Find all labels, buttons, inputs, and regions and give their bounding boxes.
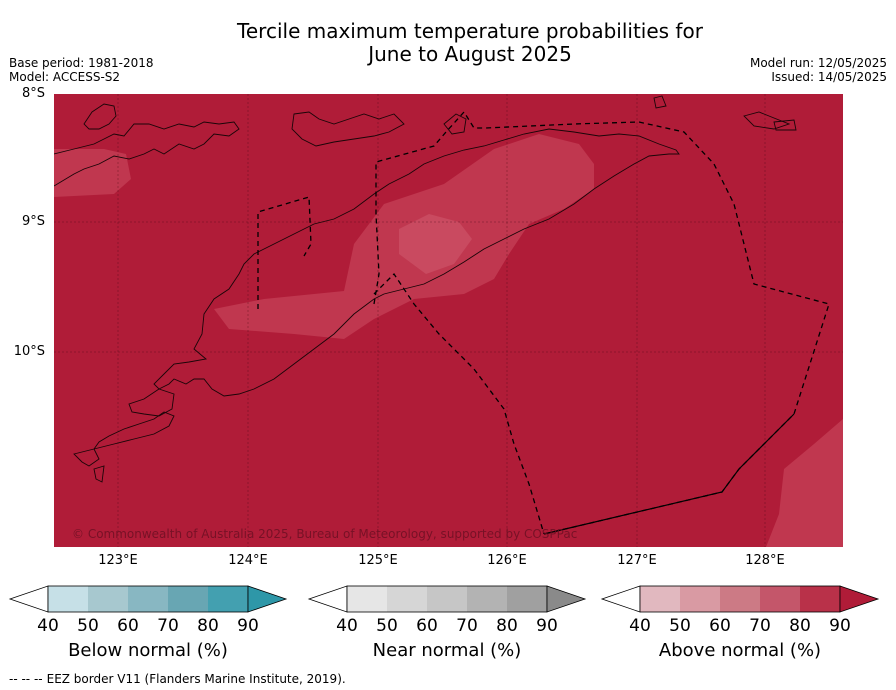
- colorbar-below-tick-label: 80: [197, 616, 219, 636]
- lon-label-123e: 123°E: [98, 553, 138, 568]
- colorbar-near-tick-label: 80: [496, 616, 518, 636]
- colorbar-near-segment: [507, 586, 547, 612]
- lon-label-128e: 128°E: [745, 553, 785, 568]
- colorbar-near-segment: [427, 586, 467, 612]
- colorbar-below-tick-label: 90: [237, 616, 259, 636]
- copyright-text: © Commonwealth of Australia 2025, Bureau…: [72, 527, 577, 541]
- colorbar-above-segment: [680, 586, 720, 612]
- colorbar-near-extend-low: [307, 585, 348, 613]
- lighter-zone-southeast: [766, 419, 843, 547]
- coastline-islet-1: [653, 95, 667, 109]
- colorbar-near-tick-label: 70: [456, 616, 478, 636]
- legend-colorbars: 40 50 60 70 80 90 40 50 60 70 80 90 40 50 60 70 80 90: [8, 585, 880, 636]
- colorbar-near-segment: [387, 586, 427, 612]
- graticule: [54, 94, 843, 547]
- colorbar-below-segment: [48, 586, 88, 612]
- colorbar-above-tick-label: 90: [829, 616, 851, 636]
- colorbar-below-segment: [128, 586, 168, 612]
- colorbar-near-segment: [467, 586, 507, 612]
- colorbar-above-tick-label: 70: [749, 616, 771, 636]
- colorbar-near-normal: 40 50 60 70 80 90: [307, 585, 587, 636]
- colorbar-above-segment: [760, 586, 800, 612]
- colorbar-below-segment: [168, 586, 208, 612]
- model-name: Model: ACCESS-S2: [9, 70, 121, 84]
- coastline-atauro: [443, 113, 467, 135]
- coastline-semau: [128, 388, 175, 417]
- meta-right: Model run: 12/05/2025 Issued: 14/05/2025: [750, 56, 887, 84]
- colorbar-near-tick-label: 60: [416, 616, 438, 636]
- coastline-north-islands: [54, 121, 240, 187]
- chart-title: Tercile maximum temperature probabilitie…: [0, 20, 896, 66]
- colorbar-above-tick-label: 40: [629, 616, 651, 636]
- coastline-islet-2: [773, 119, 797, 131]
- footer: -- -- -- EEZ border V11 (Flanders Marine …: [9, 672, 346, 686]
- coastline-timor: [153, 128, 680, 397]
- colorbar-below-tick-label: 70: [157, 616, 179, 636]
- lighter-zone-west: [54, 149, 131, 197]
- meta-left: Base period: 1981-2018 Model: ACCESS-S2: [9, 56, 154, 84]
- map-background: [54, 94, 843, 547]
- probability-map[interactable]: © Commonwealth of Australia 2025, Bureau…: [54, 94, 843, 547]
- colorbar-below-tick-label: 50: [77, 616, 99, 636]
- coastline-ndana: [93, 465, 105, 483]
- lon-label-127e: 127°E: [617, 553, 657, 568]
- colorbar-above-tick-label: 80: [789, 616, 811, 636]
- colorbar-title-above: Above normal (%): [658, 640, 822, 661]
- eez-legend-symbol: -- -- --: [9, 672, 43, 686]
- title-line-2: June to August 2025: [368, 42, 572, 66]
- colorbar-above-segment: [640, 586, 680, 612]
- lat-label-8s: 8°S: [21, 86, 45, 101]
- colorbar-above-tick-label: 50: [669, 616, 691, 636]
- colorbar-below-tick-label: 60: [117, 616, 139, 636]
- lon-label-124e: 124°E: [228, 553, 268, 568]
- colorbar-above-extend-low: [600, 585, 641, 613]
- colorbar-below-extend-low: [8, 585, 49, 613]
- lon-label-126e: 126°E: [487, 553, 527, 568]
- colorbar-near-extend-high: [546, 585, 587, 613]
- eez-border: [257, 110, 830, 535]
- colorbar-above-extend-high: [839, 585, 880, 613]
- coastline-rote: [73, 411, 175, 467]
- colorbar-near-segment: [347, 586, 387, 612]
- colorbar-title-below: Below normal (%): [68, 640, 228, 661]
- lat-label-10s: 10°S: [13, 344, 45, 359]
- colorbar-below-tick-label: 40: [37, 616, 59, 636]
- coastlines: [54, 95, 797, 483]
- base-period: Base period: 1981-2018: [9, 56, 154, 70]
- lon-label-125e: 125°E: [358, 553, 398, 568]
- colorbar-above-segment: [800, 586, 840, 612]
- colorbar-below-segment: [88, 586, 128, 612]
- colorbar-near-tick-label: 40: [336, 616, 358, 636]
- colorbar-above-segment: [720, 586, 760, 612]
- colorbar-near-tick-label: 90: [536, 616, 558, 636]
- colorbar-near-tick-label: 50: [376, 616, 398, 636]
- colorbar-below-segment: [208, 586, 248, 612]
- colorbar-title-near: Near normal (%): [372, 640, 522, 661]
- colorbar-below-extend-high: [247, 585, 288, 613]
- lat-label-9s: 9°S: [21, 214, 45, 229]
- colorbar-above-tick-label: 60: [709, 616, 731, 636]
- lighter-zone-central-inner: [399, 214, 472, 274]
- title-line-1: Tercile maximum temperature probabilitie…: [237, 19, 703, 43]
- model-run: Model run: 12/05/2025: [749, 56, 887, 70]
- eez-border-solid: [543, 413, 795, 535]
- colorbar-above-normal: 40 50 60 70 80 90: [600, 585, 880, 636]
- colorbar-below-normal: 40 50 60 70 80 90: [8, 585, 288, 636]
- coastline-wetar: [743, 111, 791, 130]
- coastline-alor: [291, 111, 405, 147]
- eez-legend-text: EEZ border V11 (Flanders Marine Institut…: [46, 672, 346, 686]
- coastline-north-islands-2: [83, 103, 117, 130]
- issued-date: Issued: 14/05/2025: [771, 70, 887, 84]
